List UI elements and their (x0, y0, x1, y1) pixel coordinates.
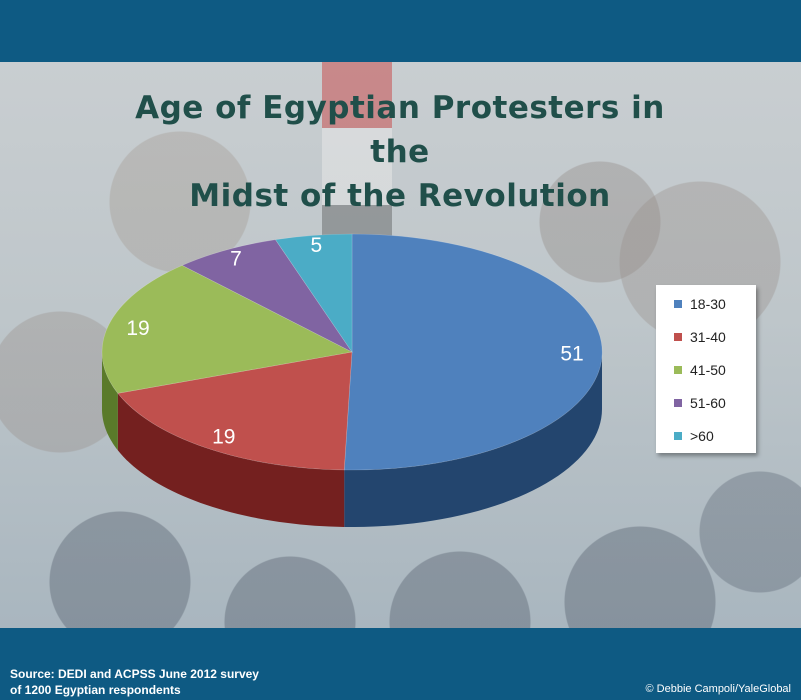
footer-band (0, 628, 801, 700)
header-band (0, 0, 801, 62)
pie-slice-31-40 (117, 351, 353, 471)
data-label-41-50: 19 (126, 317, 149, 340)
pie-side-41-50 (102, 352, 118, 451)
legend-swatch-18-30 (674, 300, 682, 308)
legend: 18-30 31-40 41-50 51-60 >60 (656, 285, 756, 453)
pie-top (101, 233, 603, 471)
legend-item-41-50: 41-50 (674, 361, 726, 379)
pie-slice->60 (274, 233, 353, 353)
legend-label-31-40: 31-40 (690, 329, 726, 345)
data-label-31-40: 19 (212, 425, 235, 448)
pie-labels: 51 19 19 7 5 (126, 234, 583, 449)
legend-label-18-30: 18-30 (690, 296, 726, 312)
legend-label->60: >60 (690, 428, 714, 444)
legend-swatch-41-50 (674, 366, 682, 374)
pie-side-18-30 (344, 352, 602, 527)
legend-item->60: >60 (674, 427, 714, 445)
chart-title-line-1: Age of Egyptian Protesters in the (135, 90, 665, 170)
data-label-51-60: 7 (230, 247, 242, 270)
legend-label-51-60: 51-60 (690, 395, 726, 411)
source-note: Source: DEDI and ACPSS June 2012 survey … (10, 666, 259, 698)
legend-item-51-60: 51-60 (674, 394, 726, 412)
data-label-18-30: 51 (560, 343, 583, 366)
pie-slice-18-30 (343, 233, 603, 471)
legend-item-18-30: 18-30 (674, 295, 726, 313)
legend-label-41-50: 41-50 (690, 362, 726, 378)
chart-title-line-2: Midst of the Revolution (189, 178, 611, 214)
legend-item-31-40: 31-40 (674, 328, 726, 346)
source-line-1: Source: DEDI and ACPSS June 2012 survey (10, 667, 259, 681)
credit: © Debbie Campoli/YaleGlobal (645, 683, 791, 695)
legend-swatch-51-60 (674, 399, 682, 407)
chart-title: Age of Egyptian Protesters in the Midst … (100, 86, 700, 218)
data-label->60: 5 (311, 234, 323, 257)
pie-slice-41-50 (101, 265, 353, 394)
source-line-2: of 1200 Egyptian respondents (10, 683, 181, 697)
pie-side-31-40 (117, 393, 345, 527)
pie-sides (102, 352, 602, 527)
legend-swatch-31-40 (674, 333, 682, 341)
legend-swatch->60 (674, 432, 682, 440)
pie-slice-51-60 (181, 239, 353, 353)
